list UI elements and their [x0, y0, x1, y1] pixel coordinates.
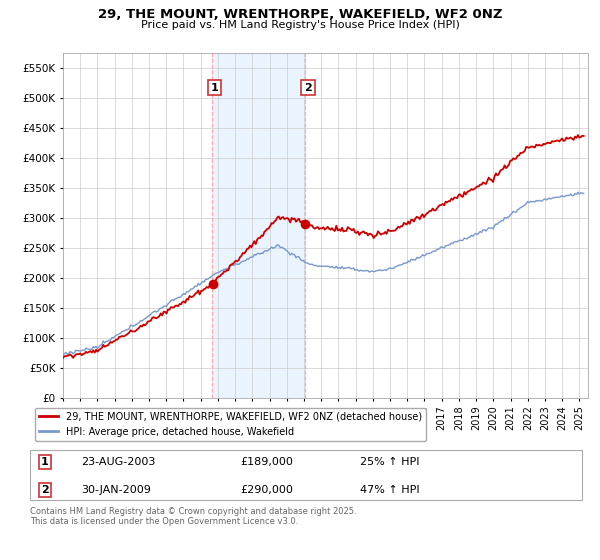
Text: 29, THE MOUNT, WRENTHORPE, WAKEFIELD, WF2 0NZ: 29, THE MOUNT, WRENTHORPE, WAKEFIELD, WF…	[98, 8, 502, 21]
Text: 23-AUG-2003: 23-AUG-2003	[81, 457, 155, 467]
Text: 2: 2	[304, 83, 312, 92]
Text: £290,000: £290,000	[240, 485, 293, 495]
Text: Price paid vs. HM Land Registry's House Price Index (HPI): Price paid vs. HM Land Registry's House …	[140, 20, 460, 30]
Text: £189,000: £189,000	[240, 457, 293, 467]
Bar	[212, 53, 305, 398]
Text: 1: 1	[41, 457, 49, 467]
Text: 30-JAN-2009: 30-JAN-2009	[81, 485, 151, 495]
Text: 1: 1	[211, 83, 218, 92]
Legend: 29, THE MOUNT, WRENTHORPE, WAKEFIELD, WF2 0NZ (detached house), HPI: Average pri: 29, THE MOUNT, WRENTHORPE, WAKEFIELD, WF…	[35, 408, 426, 441]
Text: 2: 2	[41, 485, 49, 495]
Text: 25% ↑ HPI: 25% ↑ HPI	[360, 457, 419, 467]
Text: 47% ↑ HPI: 47% ↑ HPI	[360, 485, 419, 495]
Text: Contains HM Land Registry data © Crown copyright and database right 2025.
This d: Contains HM Land Registry data © Crown c…	[30, 507, 356, 526]
